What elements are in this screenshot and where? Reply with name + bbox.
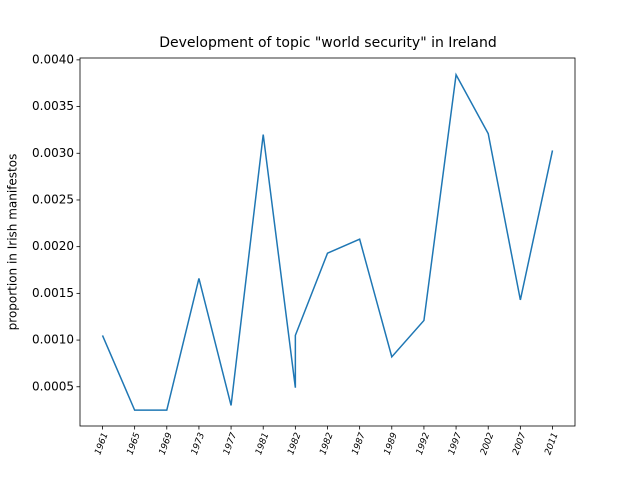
x-tick-label: 2007 bbox=[511, 431, 528, 456]
y-tick-label: 0.0025 bbox=[32, 192, 74, 206]
x-tick-label: 1969 bbox=[158, 431, 175, 456]
x-tick-label: 1989 bbox=[383, 431, 400, 456]
x-tick-label: 1987 bbox=[351, 431, 368, 456]
y-tick-label: 0.0015 bbox=[32, 286, 74, 300]
x-tick-label: 1977 bbox=[222, 431, 239, 456]
x-tick-label: 1965 bbox=[126, 431, 143, 456]
x-tick-label: 1973 bbox=[190, 431, 207, 456]
y-axis-label: proportion in Irish manifestos bbox=[6, 154, 20, 331]
y-tick-label: 0.0010 bbox=[32, 333, 74, 347]
y-tick-label: 0.0020 bbox=[32, 239, 74, 253]
x-tick-label: 2002 bbox=[479, 431, 496, 456]
chart-title: Development of topic "world security" in… bbox=[159, 35, 496, 51]
x-tick-label: 1997 bbox=[447, 431, 464, 456]
x-tick-label: 1981 bbox=[254, 431, 271, 456]
x-tick-label: 1982 bbox=[318, 431, 335, 456]
y-tick-label: 0.0035 bbox=[32, 99, 74, 113]
x-tick-label: 1982 bbox=[286, 431, 303, 456]
y-tick-label: 0.0040 bbox=[32, 52, 74, 66]
plot-frame bbox=[79, 57, 576, 427]
x-tick-label: 1961 bbox=[93, 431, 110, 456]
x-tick-label: 2011 bbox=[543, 431, 560, 456]
y-tick-label: 0.0030 bbox=[32, 146, 74, 160]
line bbox=[101, 72, 554, 411]
y-tick-label: 0.0005 bbox=[32, 379, 74, 393]
x-tick-label: 1992 bbox=[415, 431, 432, 456]
